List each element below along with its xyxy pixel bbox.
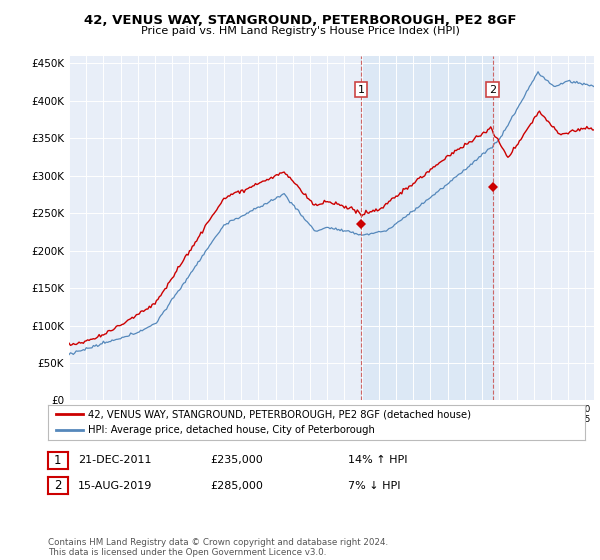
Text: HPI: Average price, detached house, City of Peterborough: HPI: Average price, detached house, City… xyxy=(88,425,375,435)
Text: Contains HM Land Registry data © Crown copyright and database right 2024.
This d: Contains HM Land Registry data © Crown c… xyxy=(48,538,388,557)
Text: 42, VENUS WAY, STANGROUND, PETERBOROUGH, PE2 8GF: 42, VENUS WAY, STANGROUND, PETERBOROUGH,… xyxy=(84,14,516,27)
Text: 2: 2 xyxy=(54,479,62,492)
Text: 1: 1 xyxy=(358,85,364,95)
Text: 14% ↑ HPI: 14% ↑ HPI xyxy=(348,455,407,465)
Text: £235,000: £235,000 xyxy=(210,455,263,465)
Text: 1: 1 xyxy=(54,454,62,467)
Bar xyxy=(361,56,493,400)
Text: 21-DEC-2011: 21-DEC-2011 xyxy=(78,455,151,465)
Text: 42, VENUS WAY, STANGROUND, PETERBOROUGH, PE2 8GF (detached house): 42, VENUS WAY, STANGROUND, PETERBOROUGH,… xyxy=(88,409,471,419)
Text: Price paid vs. HM Land Registry's House Price Index (HPI): Price paid vs. HM Land Registry's House … xyxy=(140,26,460,36)
Text: £285,000: £285,000 xyxy=(210,480,263,491)
Text: 15-AUG-2019: 15-AUG-2019 xyxy=(78,480,152,491)
Text: 2: 2 xyxy=(489,85,496,95)
Text: 7% ↓ HPI: 7% ↓ HPI xyxy=(348,480,401,491)
